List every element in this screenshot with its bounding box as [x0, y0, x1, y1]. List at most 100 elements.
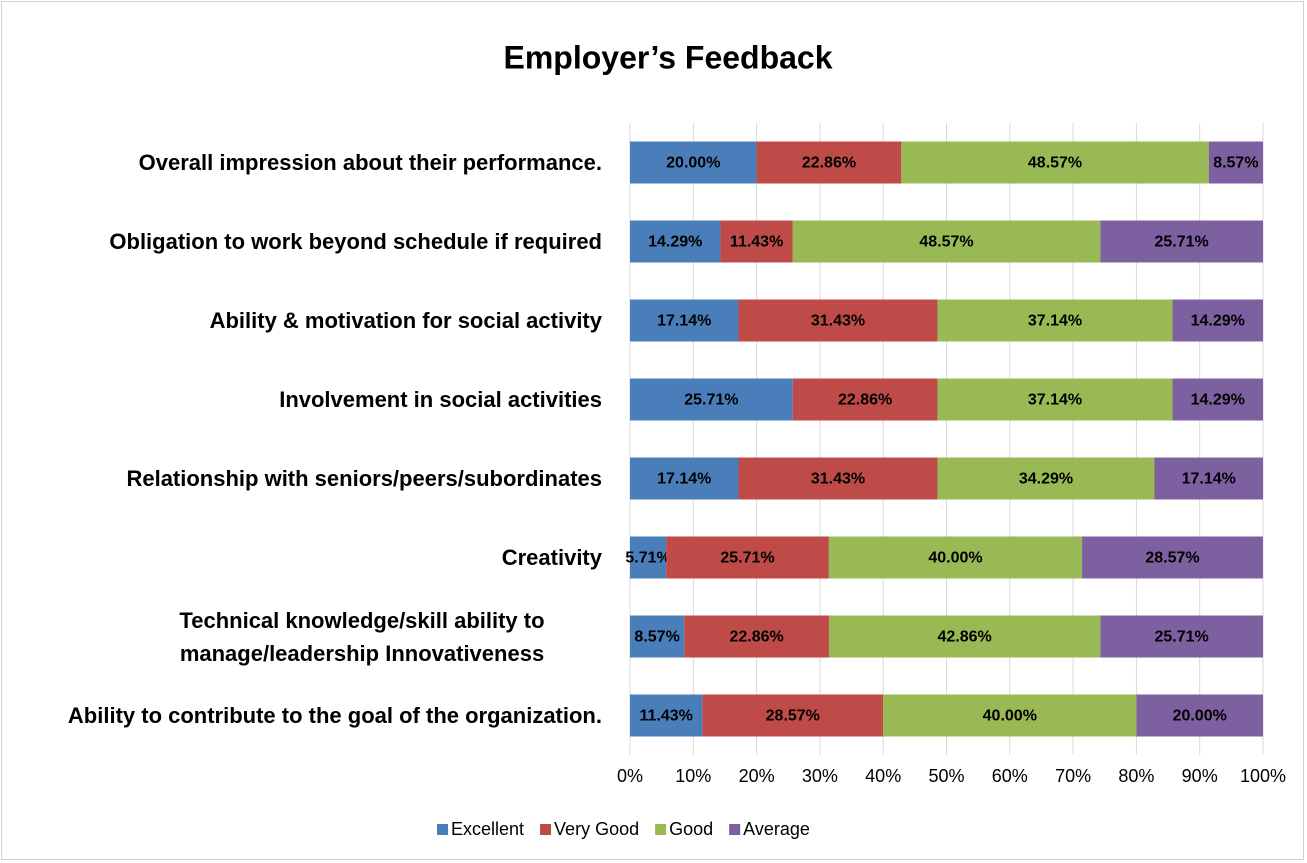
data-label: 25.71% [1154, 629, 1208, 646]
x-tick-label: 80% [1118, 766, 1154, 786]
bar-segment [1154, 457, 1263, 500]
data-label: 20.00% [666, 155, 720, 172]
data-label: 11.43% [639, 708, 692, 725]
bar-segment [630, 694, 703, 737]
bar-segment [937, 378, 1173, 421]
data-label: 22.86% [838, 392, 892, 409]
legend-label: Good [669, 819, 713, 839]
legend-swatch [655, 824, 667, 835]
x-tick-label: 50% [928, 766, 964, 786]
bar-segment [828, 615, 1101, 658]
bar-segment [756, 141, 902, 184]
bar-segment [1100, 220, 1263, 263]
data-label: 17.14% [657, 471, 711, 488]
bar-segment [1136, 694, 1263, 737]
y-tick-label: Creativity [501, 545, 602, 570]
y-tick-label-box: Obligation to work beyond schedule if re… [109, 202, 602, 282]
bar-segment [901, 141, 1209, 184]
bar-segment [1208, 141, 1263, 184]
bar-segment [883, 694, 1137, 737]
data-label: 28.57% [1145, 550, 1199, 567]
bar-segment [1100, 615, 1263, 658]
bar-segment [738, 299, 938, 342]
y-tick-label-box: Ability to contribute to the goal of the… [68, 676, 602, 756]
bar-segment [630, 220, 721, 263]
bar-segment [630, 615, 685, 658]
bar-segment [792, 378, 938, 421]
data-label: 40.00% [928, 550, 982, 567]
bar-segment [1172, 299, 1263, 342]
y-tick-label-box: Overall impression about their performan… [139, 123, 602, 203]
data-label: 22.86% [729, 629, 783, 646]
y-tick-label: Overall impression about their performan… [138, 150, 602, 175]
legend-swatch [540, 824, 552, 835]
bar-segment [828, 536, 1083, 579]
x-tick-label: 100% [1240, 766, 1286, 786]
bar-segment [792, 220, 1101, 263]
x-tick-label: 70% [1055, 766, 1091, 786]
bar-segment [630, 536, 667, 579]
y-tick-label-box: Ability & motivation for social activity [210, 281, 602, 361]
data-label: 17.14% [1182, 471, 1236, 488]
data-label: 37.14% [1028, 313, 1082, 330]
data-label: 28.57% [766, 708, 820, 725]
data-label: 14.29% [648, 234, 702, 251]
data-label: 48.57% [919, 234, 973, 251]
data-label: 20.00% [1173, 708, 1227, 725]
bar-segment [630, 457, 739, 500]
data-label: 48.57% [1028, 155, 1082, 172]
data-label: 25.71% [1154, 234, 1208, 251]
data-label: 14.29% [1191, 392, 1245, 409]
y-tick-label: Technical knowledge/skill ability to man… [179, 607, 545, 666]
bar-segment [738, 457, 938, 500]
data-label: 8.57% [634, 629, 679, 646]
y-tick-label: Obligation to work beyond schedule if re… [109, 229, 602, 254]
data-label: 8.57% [1213, 155, 1258, 172]
legend-label: Average [743, 819, 810, 839]
y-tick-label: Ability to contribute to the goal of the… [67, 703, 602, 728]
data-label: 14.29% [1191, 313, 1245, 330]
legend-swatch [437, 824, 448, 835]
x-tick-label: 10% [675, 766, 711, 786]
y-tick-label-box: Creativity [502, 518, 602, 598]
data-label: 5.71% [625, 550, 670, 567]
data-label: 31.43% [811, 313, 865, 330]
data-label: 42.86% [937, 629, 991, 646]
bar-segment [684, 615, 829, 658]
x-tick-label: 90% [1182, 766, 1218, 786]
bar-segment [630, 299, 739, 342]
y-tick-label-box: Involvement in social activities [279, 360, 602, 440]
data-label: 25.71% [720, 550, 774, 567]
bar-segment [630, 141, 757, 184]
data-label: 40.00% [983, 708, 1037, 725]
bar-segment [937, 299, 1173, 342]
x-tick-label: 0% [617, 766, 643, 786]
data-label: 22.86% [802, 155, 856, 172]
y-tick-label: Relationship with seniors/peers/subordin… [126, 466, 602, 491]
data-label: 31.43% [811, 471, 865, 488]
bar-segment [937, 457, 1155, 500]
y-tick-label: Involvement in social activities [279, 387, 602, 412]
bar-segment [702, 694, 884, 737]
legend-swatch [729, 824, 741, 835]
x-tick-label: 30% [802, 766, 838, 786]
data-label: 34.29% [1019, 471, 1073, 488]
data-label: 25.71% [684, 392, 738, 409]
legend-label: Very Good [554, 819, 639, 839]
legend-label: Excellent [451, 819, 524, 839]
y-tick-label-box: Relationship with seniors/peers/subordin… [126, 439, 602, 519]
data-label: 37.14% [1028, 392, 1082, 409]
x-tick-label: 40% [865, 766, 901, 786]
bar-segment [666, 536, 829, 579]
chart-title: Employer’s Feedback [503, 39, 832, 75]
data-label: 17.14% [657, 313, 711, 330]
y-tick-label-box: Technical knowledge/skill ability to man… [122, 597, 602, 677]
y-tick-label: Ability & motivation for social activity [209, 308, 602, 333]
bar-segment [1082, 536, 1263, 579]
x-tick-label: 60% [992, 766, 1028, 786]
bar-segment [720, 220, 793, 263]
data-label: 11.43% [730, 234, 783, 251]
bar-segment [1172, 378, 1263, 421]
